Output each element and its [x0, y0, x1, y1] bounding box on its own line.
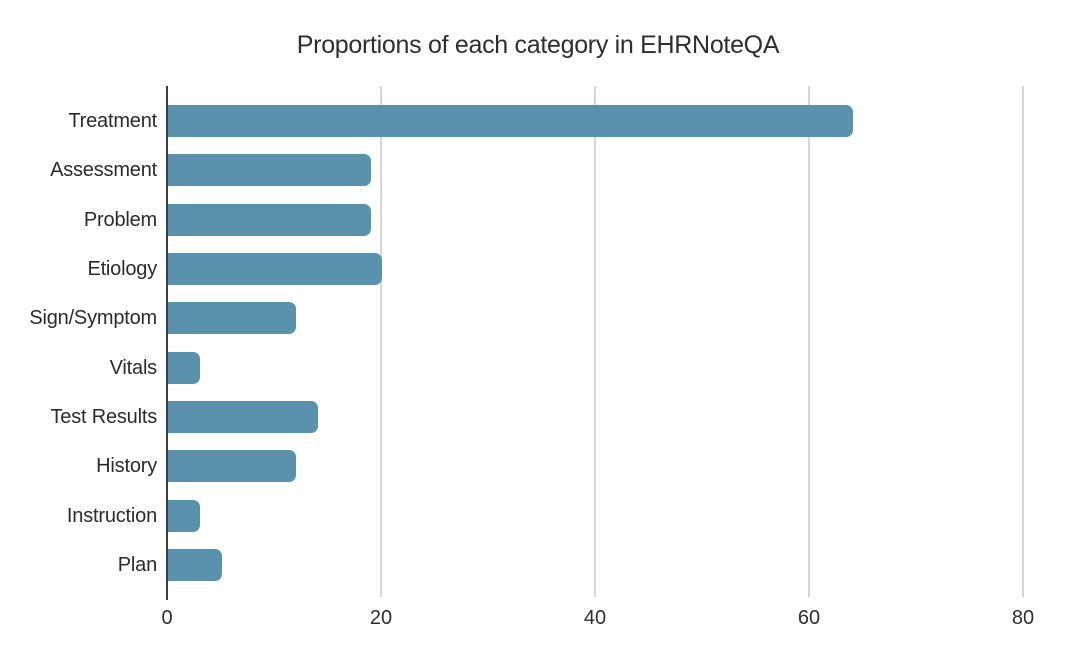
bar-etiology	[168, 253, 382, 286]
chart-title: Proportions of each category in EHRNoteQ…	[296, 31, 780, 59]
category-label: Etiology	[87, 258, 157, 281]
gridline-x-80	[1022, 86, 1024, 597]
bar-instruction	[168, 499, 201, 532]
category-label: Test Results	[50, 406, 157, 429]
category-label: Problem	[83, 208, 157, 231]
x-tick-label: 20	[369, 607, 393, 629]
bar-test-results	[168, 401, 318, 434]
category-label: Plan	[117, 554, 157, 577]
category-label: Vitals	[109, 356, 158, 379]
gridline-x-60	[808, 86, 810, 597]
gridline-x-40	[594, 86, 596, 597]
category-label: Instruction	[66, 504, 157, 527]
category-label: Assessment	[50, 159, 157, 182]
category-label: History	[96, 455, 157, 478]
x-tick-label: 60	[797, 607, 821, 629]
y-axis-line	[166, 86, 168, 600]
category-label: Treatment	[68, 110, 157, 132]
bar-treatment	[168, 105, 853, 137]
bar-history	[168, 450, 297, 483]
bar-assessment	[168, 154, 372, 187]
x-tick-label: 0	[161, 607, 173, 629]
category-label: Sign/Symptom	[29, 307, 157, 330]
bar-plan	[168, 549, 222, 582]
bar-vitals	[168, 351, 201, 384]
bar-problem	[168, 203, 372, 236]
x-tick-label: 40	[583, 607, 607, 629]
x-tick-label: 80	[1011, 607, 1035, 629]
bar-sign-symptom	[168, 302, 297, 335]
gridline-x-20	[380, 86, 382, 597]
